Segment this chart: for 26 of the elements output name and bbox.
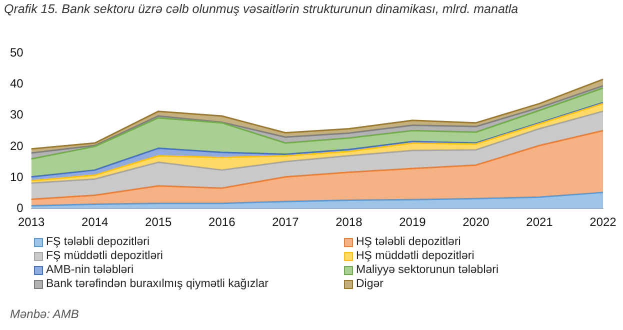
legend-label: FŞ müddətli depozitləri (46, 250, 163, 262)
legend-label: Digər (356, 278, 384, 290)
y-tick-label: 30 (10, 108, 24, 122)
chart-title: Qrafik 15. Bank sektoru üzrə cəlb olunmuş vəsaitlərin strukturunun dinamikası, mlrd. manatla (4, 2, 518, 16)
x-tick-label: 2015 (145, 215, 172, 230)
x-tick-label: 2018 (336, 215, 363, 230)
y-tick-label: 20 (10, 138, 24, 153)
text: Mənbə: AMB (10, 307, 79, 321)
x-tick-label: 2014 (82, 215, 109, 230)
y-tick-label: 10 (10, 170, 24, 184)
x-tick-label: 2020 (462, 215, 490, 230)
x-tick-label: 2019 (399, 215, 426, 230)
y-tick-label: 40 (10, 76, 24, 91)
x-tick-label: 2017 (272, 215, 300, 230)
x-tick-label: 2016 (208, 215, 236, 230)
legend-label: Bank tərəfindən buraxılmış qiymətli kağızlar (46, 278, 268, 290)
y-tick-label: 0 (16, 200, 24, 215)
x-tick-label: 2022 (590, 215, 617, 230)
legend-label: FŞ tələbli depozitləri (46, 236, 150, 248)
legend-label: HŞ müddətli depozitləri (356, 250, 474, 262)
legend-label: Maliyyə sektorunun tələbləri (356, 264, 499, 276)
legend-label: HŞ tələbli depozitləri (356, 236, 461, 248)
y-tick-label: 50 (10, 46, 24, 60)
x-tick-label: 2013 (18, 215, 46, 230)
x-tick-label: 2021 (526, 215, 554, 230)
legend-label: AMB-nin tələbləri (46, 264, 134, 276)
